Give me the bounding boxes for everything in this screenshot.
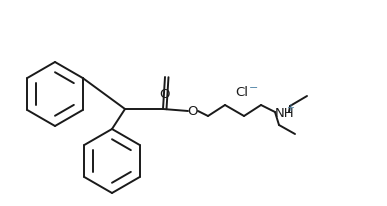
Text: −: − [249, 83, 259, 92]
Text: Cl: Cl [236, 86, 248, 99]
Text: +: + [286, 103, 294, 112]
Text: NH: NH [275, 107, 295, 120]
Text: O: O [188, 105, 198, 118]
Text: O: O [160, 88, 170, 101]
